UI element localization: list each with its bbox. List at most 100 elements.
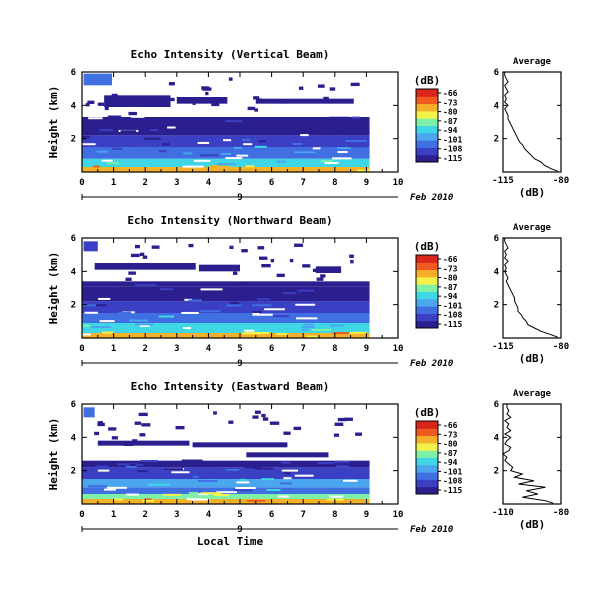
heatmap-cell — [159, 150, 167, 153]
heatmap-cell — [200, 154, 219, 157]
heatmap-cell — [283, 472, 291, 475]
heatmap-cell — [281, 469, 299, 472]
heatmap-cell — [295, 140, 311, 143]
colorbar-frame — [415, 88, 439, 163]
heatmap-cell — [113, 282, 125, 285]
heatmap-cell — [123, 442, 134, 447]
heatmap-cell — [136, 496, 158, 499]
panel-title: Echo Intensity (Vertical Beam) — [131, 48, 330, 61]
x-tick-label: 3 — [174, 178, 179, 188]
heatmap-cell — [269, 421, 280, 425]
average-x-tick-label: -80 — [553, 508, 569, 518]
colorbar-swatch — [416, 298, 438, 307]
heatmap-cell — [298, 86, 304, 90]
x-tick-label: 0 — [79, 344, 84, 354]
colorbar-swatch — [416, 154, 438, 163]
heatmap-cell — [127, 309, 134, 312]
heatmap-cell — [150, 129, 159, 132]
heatmap-cell — [350, 82, 360, 87]
y-tick-label: 2 — [71, 135, 76, 145]
x-tick-label: 8 — [332, 178, 337, 188]
x-tick-label: 9 — [364, 344, 369, 354]
heatmap-cell — [112, 147, 122, 150]
heatmap-cell — [332, 157, 352, 160]
heatmap-cell — [294, 153, 316, 156]
heatmap-cell — [200, 288, 223, 291]
heatmap-cell — [91, 325, 112, 328]
heatmap-cell — [242, 138, 251, 141]
heatmap-cell — [228, 77, 233, 81]
date-day-label: 9 — [237, 359, 242, 369]
heatmap-cell — [142, 255, 148, 259]
heatmap-cell — [355, 432, 362, 436]
heatmap-cell — [334, 461, 351, 464]
x-tick-label: 10 — [393, 178, 404, 188]
heatmap-cell — [134, 283, 157, 286]
heatmap-cell — [316, 277, 324, 281]
heatmap-layer — [82, 286, 370, 302]
heatmap-cell — [117, 463, 139, 466]
heatmap-cell — [139, 252, 145, 257]
heatmap-layer — [82, 467, 370, 479]
colorbar-swatch — [416, 284, 438, 292]
heatmap-cell — [106, 486, 127, 489]
heatmap-cell — [236, 481, 250, 484]
heatmap-cell — [110, 95, 119, 99]
heatmap-cell — [235, 487, 256, 490]
colorbar-tick-label: -73 — [443, 430, 458, 439]
heatmap-cell — [347, 145, 368, 148]
average-x-label: (dB) — [519, 518, 546, 531]
heatmap-cell — [318, 333, 333, 336]
heatmap-cell — [128, 271, 136, 275]
heatmap-cell — [285, 117, 302, 120]
colorbar-tick-label: -80 — [443, 274, 458, 283]
average-profile-line — [502, 404, 554, 504]
heatmap-cell — [125, 493, 140, 496]
panel-title: Echo Intensity (Northward Beam) — [127, 214, 332, 227]
heatmap-cell — [194, 128, 214, 131]
heatmap-cell — [188, 492, 199, 495]
heatmap-cell — [294, 499, 309, 502]
heatmap-cell — [261, 478, 275, 481]
heatmap-cell — [200, 492, 222, 495]
heatmap-cell — [236, 281, 248, 284]
x-tick-label: 3 — [174, 510, 179, 520]
x-tick-label: 6 — [269, 178, 274, 188]
heatmap-cell — [85, 103, 90, 107]
colorbar-tick-label: -66 — [443, 89, 458, 98]
heatmap-cell — [96, 304, 107, 307]
heatmap-cell — [233, 489, 253, 492]
heatmap-cell — [175, 426, 185, 430]
x-tick-label: 7 — [300, 178, 305, 188]
heatmap-cell — [337, 417, 347, 422]
colorbar-swatch — [416, 472, 438, 480]
colorbar-swatch — [416, 442, 438, 451]
x-tick-label: 10 — [393, 510, 404, 520]
heatmap-cell — [182, 165, 204, 168]
colorbar-tick-label: -108 — [443, 311, 462, 320]
heatmap-layer — [82, 323, 370, 333]
x-tick-label: 0 — [79, 178, 84, 188]
y-tick-label: 2 — [71, 467, 76, 477]
heatmap-cell — [97, 469, 110, 472]
heatmap-cell — [144, 498, 152, 501]
heatmap-cell — [96, 150, 109, 153]
heatmap-cell — [329, 87, 336, 91]
y-tick-label: 6 — [71, 400, 76, 410]
heatmap-cell — [163, 493, 181, 496]
heatmap-cell — [348, 464, 356, 467]
y-axis-label: Height (km) — [47, 252, 60, 325]
heatmap-cell — [101, 159, 113, 162]
heatmap-cell — [283, 100, 287, 104]
colorbar-swatch — [416, 89, 438, 97]
heatmap-layer — [82, 122, 370, 136]
colorbar-swatch — [416, 132, 438, 141]
heatmap-cell — [289, 258, 294, 263]
average-x-label: (dB) — [519, 352, 546, 365]
heatmap-cell — [266, 139, 273, 142]
colorbar-tick-label: -73 — [443, 264, 458, 273]
heatmap-cell — [277, 495, 290, 498]
heatmap-cell — [284, 334, 293, 337]
heatmap-cell — [141, 423, 151, 427]
heatmap-cells — [82, 73, 370, 172]
